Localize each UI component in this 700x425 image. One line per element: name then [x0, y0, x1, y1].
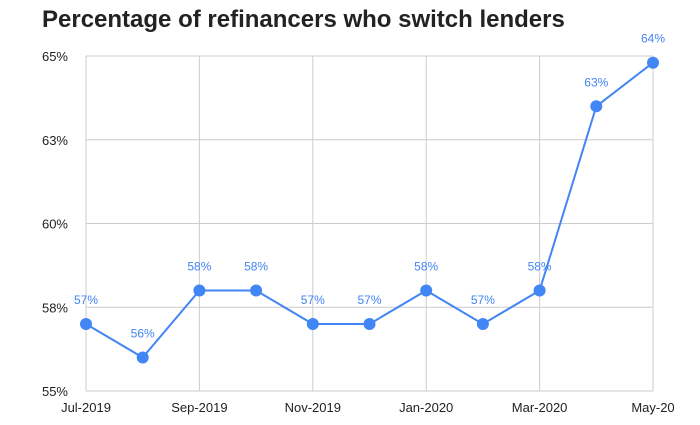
x-tick-label: Jul-2019: [61, 400, 111, 415]
chart-title: Percentage of refinancers who switch len…: [42, 6, 565, 33]
data-point: [250, 284, 263, 297]
y-tick-label: 65%: [42, 49, 68, 64]
x-tick-label: May-20: [631, 400, 674, 415]
data-label: 64%: [641, 32, 665, 46]
series-polyline: [85, 61, 654, 359]
data-label: 58%: [244, 260, 268, 274]
y-axis-ticks: 55% 58% 60% 63% 65%: [42, 49, 68, 399]
x-tick-label: Sep-2019: [171, 400, 227, 415]
x-axis-ticks: Jul-2019 Sep-2019 Nov-2019 Jan-2020 Mar-2020…: [61, 400, 675, 415]
data-label: 58%: [528, 260, 552, 274]
data-point: [80, 318, 92, 330]
y-tick-label: 58%: [42, 300, 68, 315]
series-line: [85, 61, 654, 359]
data-point: [306, 318, 319, 330]
data-label: 58%: [187, 260, 211, 274]
y-tick-label: 60%: [42, 217, 68, 232]
data-label: 58%: [414, 260, 438, 274]
data-points: [80, 56, 659, 364]
data-point: [590, 100, 603, 113]
y-tick-label: 63%: [42, 133, 68, 148]
data-point: [647, 56, 659, 69]
data-point: [193, 284, 206, 297]
data-point: [533, 284, 546, 297]
y-tick-label: 55%: [42, 384, 68, 399]
data-label: 56%: [131, 327, 155, 341]
x-tick-label: Nov-2019: [285, 400, 341, 415]
data-label: 57%: [357, 293, 381, 307]
data-point: [363, 318, 376, 330]
data-labels: 57% 56% 58% 58% 57% 57% 58% 57% 58% 63% 64%: [74, 32, 665, 341]
data-label: 63%: [584, 75, 608, 89]
data-label: 57%: [301, 293, 325, 307]
data-point: [136, 351, 149, 364]
data-label: 57%: [471, 293, 495, 307]
x-tick-label: Mar-2020: [512, 400, 568, 415]
data-point: [476, 318, 489, 330]
data-label: 57%: [74, 293, 98, 307]
data-point: [420, 284, 433, 297]
x-tick-label: Jan-2020: [399, 400, 453, 415]
gridlines: [85, 55, 654, 392]
